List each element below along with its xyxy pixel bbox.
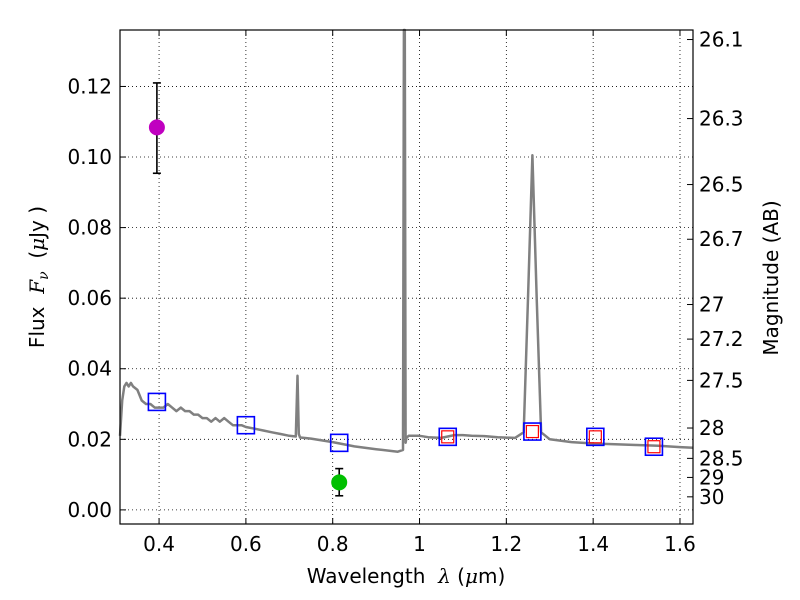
y2-tick-label: 27 [699,293,724,317]
x-tick-label: 1.6 [664,532,696,556]
y2-tick-label: 26.3 [699,107,744,131]
y2-tick-label: 28.5 [699,446,744,470]
photometry-red-square [647,440,661,454]
model-photometry-square [523,422,542,441]
x-tick-label: 1.4 [577,532,609,556]
model-photometry-square [329,433,349,453]
y2-tick-label: 26.7 [699,227,744,251]
photometry-red-square [525,424,539,439]
y-tick-label: 0.06 [67,286,112,310]
spectrum-line [118,28,694,453]
y2-tick-label: 30 [699,485,724,509]
model-photometry-square [236,415,256,435]
x-tick-label: 1 [413,532,426,556]
x-tick-label: 0.6 [230,532,262,556]
x-tick-label: 0.4 [143,532,175,556]
y-tick-label: 0.00 [67,498,112,522]
observed-point [148,119,165,136]
x-tick-label: 0.8 [317,532,349,556]
y2-tick-label: 26.5 [699,173,744,197]
y2-tick-label: 29 [699,465,724,489]
photometry-red-square [441,430,455,444]
y-tick-label: 0.08 [67,216,112,240]
y-tick-label: 0.04 [67,357,112,381]
y-tick-label: 0.10 [67,145,112,169]
y2-tick-label: 27.2 [699,327,744,351]
y2-tick-label: 28 [699,416,724,440]
y2-axis-label: Magnitude (AB) [759,200,783,355]
model-photometry-square [438,427,458,447]
x-axis-label: Wavelength λ (μm) [307,564,506,588]
x-tick-label: 1.2 [490,532,522,556]
plot-frame [119,29,694,525]
y2-tick-label: 27.5 [699,368,744,392]
y2-tick-label: 26.1 [699,28,744,52]
observed-point [331,474,348,491]
plot-area [118,28,694,497]
model-photometry-square [644,437,664,457]
model-photometry-square [586,427,605,447]
photometry-red-square [588,430,602,444]
ticks: 0.4 0.6 0.8 1 1.2 1.4 1.6 0.00 0.02 0.04 0.06 0.08 0… [67,28,743,556]
y-axis-label: Flux Fν (μJy ) [25,206,52,348]
model-photometry-square [147,392,167,412]
y-tick-label: 0.02 [67,427,112,451]
y-tick-label: 0.12 [67,74,112,98]
